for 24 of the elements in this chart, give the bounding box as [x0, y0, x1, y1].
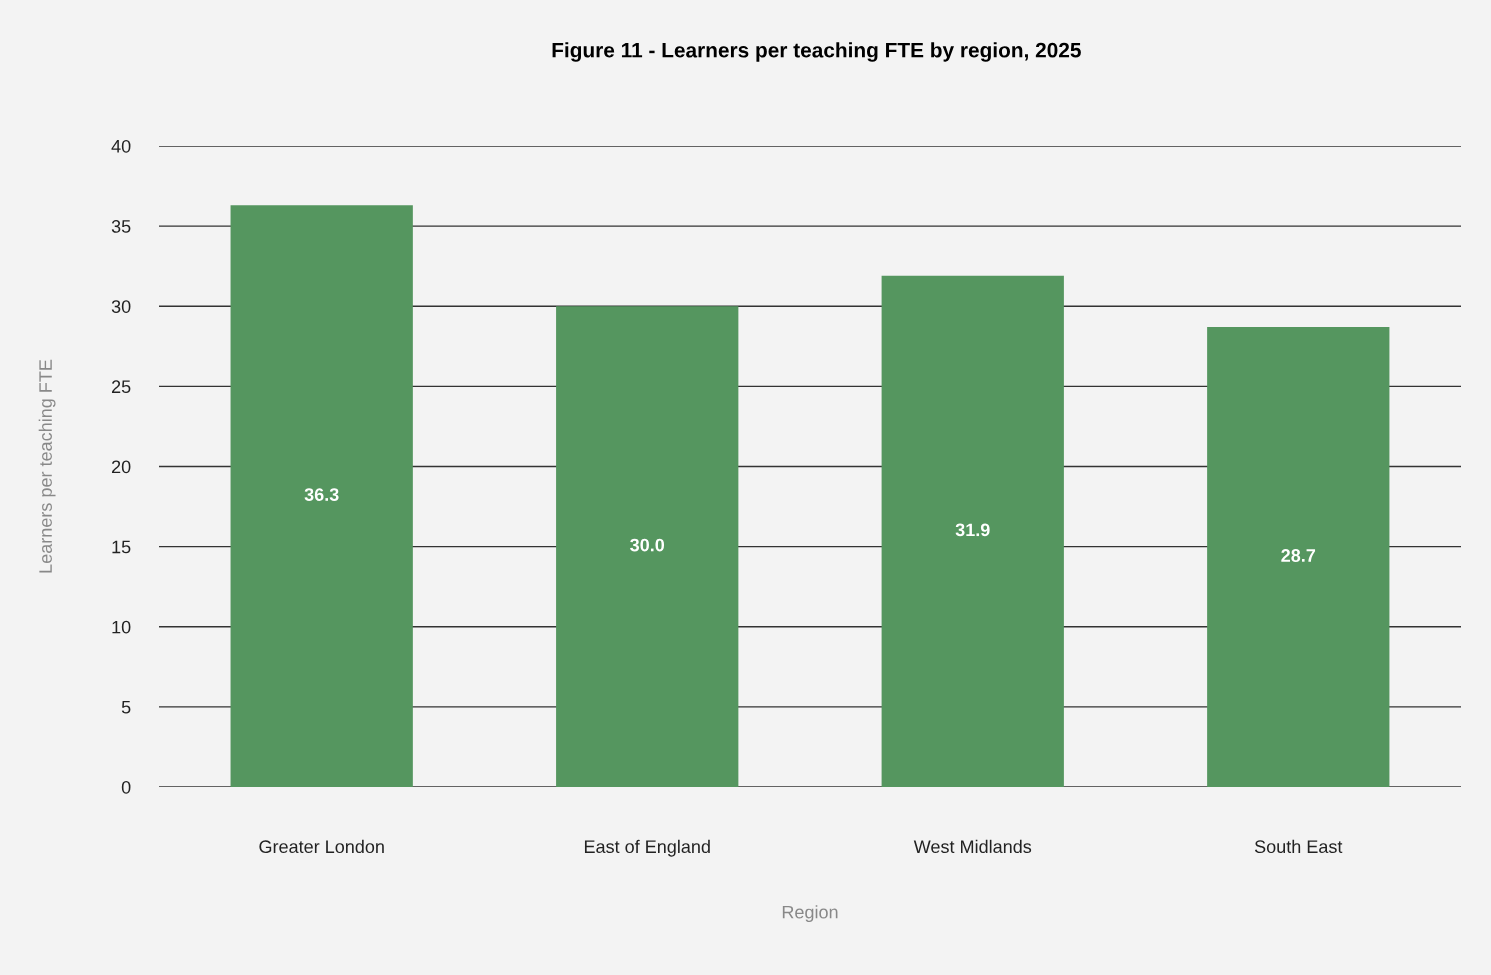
x-tick-label: South East	[1254, 839, 1343, 854]
x-axis-title: Region	[782, 905, 838, 923]
bar	[230, 205, 413, 788]
y-tick-label: 15	[112, 540, 131, 554]
bar	[556, 306, 739, 788]
data-label: 36.3	[304, 488, 339, 502]
y-tick-label: 20	[111, 460, 131, 474]
y-tick-label: 30	[111, 300, 131, 313]
y-tick-label: 35	[111, 220, 131, 233]
bar	[881, 275, 1064, 788]
x-tick-label: Greater London	[259, 839, 384, 854]
data-label: 31.9	[955, 523, 990, 537]
y-tick-label: 25	[111, 380, 131, 394]
bar	[1207, 327, 1390, 788]
data-label: 28.7	[1281, 549, 1316, 562]
x-tick-label: East of England	[584, 839, 710, 857]
data-label: 30.0	[630, 538, 665, 552]
chart-title: Figure 11 - Learners per teaching FTE by region, 2025	[552, 42, 1081, 62]
y-tick-label: 5	[121, 701, 131, 714]
y-tick-label: 40	[111, 139, 131, 153]
y-tick-label: 10	[112, 620, 131, 634]
y-tick-label: 0	[121, 780, 131, 794]
x-tick-label: West Midlands	[913, 839, 1032, 854]
y-axis-title: Learners per teaching FTE	[38, 359, 56, 573]
